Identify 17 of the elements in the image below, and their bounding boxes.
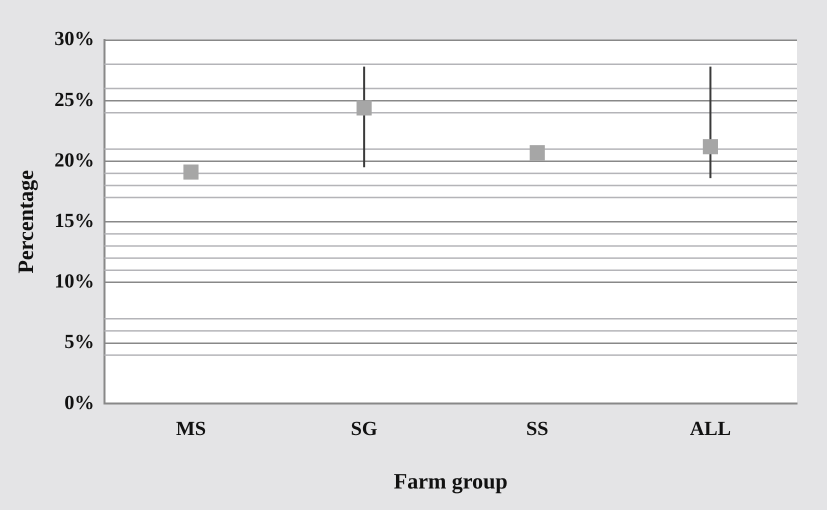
y-tick-label: 0% (64, 392, 94, 414)
point (702, 139, 718, 154)
y-tick-label: 30% (54, 28, 94, 50)
y-tick-label: 10% (54, 270, 94, 293)
x-tick-label: ALL (690, 418, 731, 440)
y-tick-label: 5% (64, 331, 94, 354)
y-tick-label: 25% (54, 88, 94, 111)
x-tick-label: MS (176, 418, 206, 440)
y-tick-label: 20% (54, 149, 94, 172)
point (356, 100, 372, 116)
x-tick-label: SS (526, 418, 548, 440)
x-axis-title: Farm group (394, 468, 508, 494)
x-tick-label: SG (350, 418, 378, 440)
point (530, 145, 545, 160)
y-tick-label: 15% (54, 210, 94, 232)
y-axis-title: Percentage (12, 170, 38, 274)
point (183, 164, 199, 180)
